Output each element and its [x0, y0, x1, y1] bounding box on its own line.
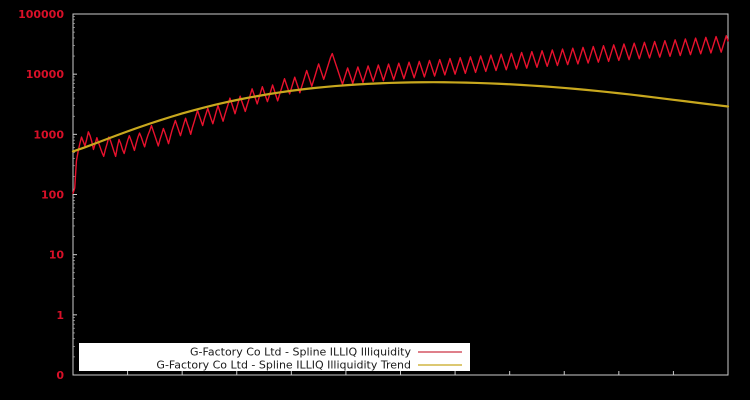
legend-background — [79, 343, 470, 371]
y-axis-tick-label: 10 — [49, 249, 65, 262]
y-axis-tick-label: 10000 — [26, 68, 65, 81]
y-axis-tick-label: 1000 — [33, 128, 64, 141]
illiquidity-trend-line — [71, 81, 730, 153]
y-axis-tick-label: 100000 — [18, 8, 64, 21]
chart-legend[interactable]: G-Factory Co Ltd - Spline ILLIQ Illiquid… — [79, 343, 470, 372]
plot-area-border — [72, 13, 729, 376]
y-axis-tick-label: 1 — [56, 309, 64, 322]
legend-entry-label: G-Factory Co Ltd - Spline ILLIQ Illiquid… — [156, 359, 411, 372]
y-axis-tick-label: 100 — [41, 189, 64, 202]
y-axis-tick-label: 0 — [56, 369, 64, 382]
illiquidity-series-line — [72, 35, 729, 194]
legend-entry-label: G-Factory Co Ltd - Spline ILLIQ Illiquid… — [190, 346, 411, 359]
